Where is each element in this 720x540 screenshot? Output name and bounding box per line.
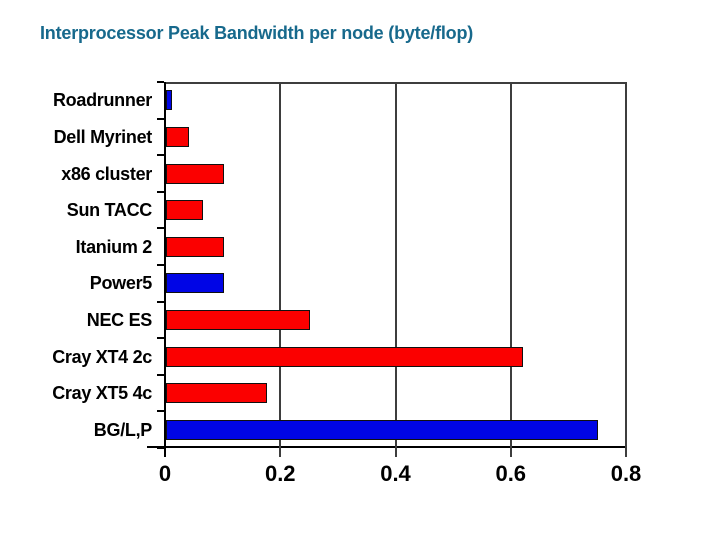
y-axis-tick <box>157 410 164 413</box>
bar-cray-xt4-2c <box>166 346 524 367</box>
x-tick-label-0-8: 0.8 <box>610 461 642 486</box>
y-axis-tick <box>157 337 164 340</box>
bar-cray-xt5-4c <box>166 383 267 404</box>
plot-frame-right <box>625 82 627 457</box>
category-label-bg-l-p: BG/L,P <box>93 419 153 440</box>
bar-power5 <box>166 273 224 294</box>
y-axis-tick <box>157 227 164 230</box>
plot-area <box>147 81 627 457</box>
category-label-dell-myrinet: Dell Myrinet <box>53 126 153 147</box>
bar-bg-l-p <box>166 419 599 440</box>
bar-roadrunner <box>166 90 172 111</box>
y-axis-tick <box>157 300 164 303</box>
bar-nec-es <box>166 309 311 330</box>
x-tick-label-0-6: 0.6 <box>495 461 527 486</box>
category-label-cray-xt4-2c: Cray XT4 2c <box>52 346 152 367</box>
category-label-roadrunner: Roadrunner <box>52 90 152 111</box>
y-axis-line <box>164 82 166 457</box>
category-label-nec-es: NEC ES <box>86 309 153 330</box>
category-label-sun-tacc: Sun TACC <box>66 200 153 221</box>
bar-x86-cluster <box>166 163 224 184</box>
y-axis-tick <box>157 154 164 157</box>
category-labels: Roadrunner Dell Myrinet x86 cluster Sun TAC… <box>0 82 152 448</box>
x-tick-label-0-4: 0.4 <box>380 461 411 486</box>
x-tick-label-0: 0 <box>158 461 172 486</box>
gridline-0.4 <box>394 82 397 457</box>
chart-title: Interprocessor Peak Bandwidth per node (… <box>40 23 474 43</box>
category-label-itanium-2: Itanium 2 <box>75 236 153 257</box>
category-label-power5: Power5 <box>89 273 153 294</box>
gridline-0.2 <box>279 82 282 457</box>
bar-sun-tacc <box>166 200 204 221</box>
gridline-0.6 <box>509 82 512 457</box>
bar-itanium-2 <box>166 236 224 257</box>
y-axis-tick <box>157 81 164 83</box>
y-axis-tick <box>157 190 164 193</box>
category-label-x86-cluster: x86 cluster <box>61 163 152 184</box>
bar-dell-myrinet <box>166 126 190 147</box>
category-label-cray-xt5-4c: Cray XT5 4c <box>52 383 152 404</box>
x-axis-line <box>147 446 627 448</box>
x-tick-label-0-2: 0.2 <box>264 461 296 486</box>
y-axis-tick <box>157 373 164 376</box>
x-axis-labels: 0 0.2 0.4 0.6 0.8 <box>159 461 641 491</box>
y-axis-tick <box>157 264 164 266</box>
y-axis-tick <box>157 117 164 120</box>
y-axis-tick <box>157 447 164 449</box>
